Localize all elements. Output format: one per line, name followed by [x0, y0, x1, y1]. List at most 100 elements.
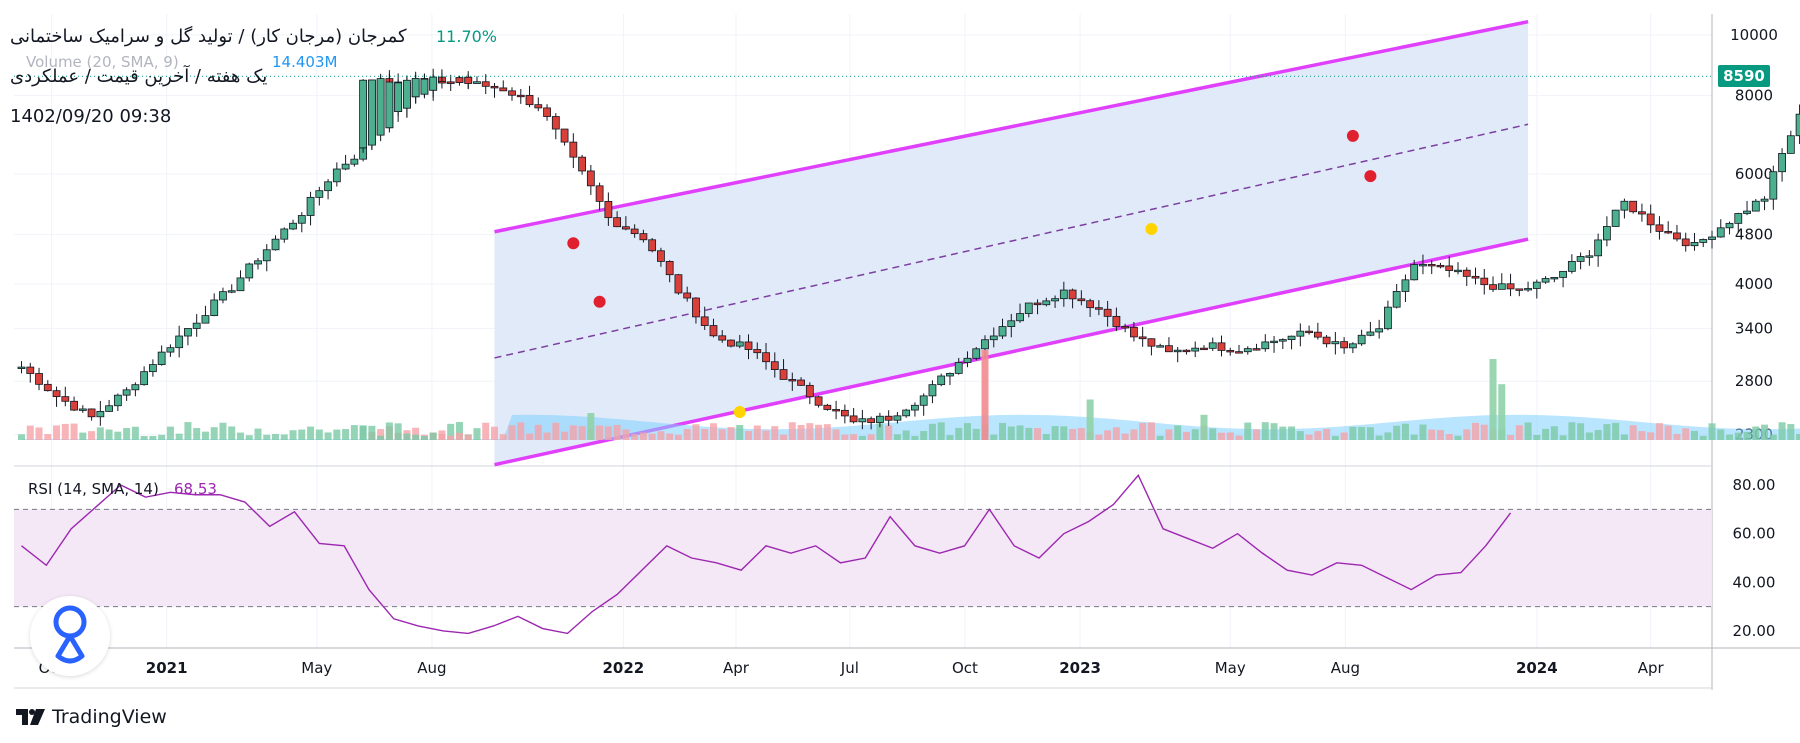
- candle-down: [1200, 347, 1208, 351]
- volume-bar: [1480, 424, 1488, 440]
- volume-bar: [96, 427, 104, 440]
- volume-bar: [1051, 426, 1059, 440]
- volume-bar: [1182, 431, 1190, 440]
- volume-bar: [1778, 422, 1786, 440]
- candle-down: [1655, 224, 1664, 232]
- volume-bar: [885, 425, 893, 440]
- volume-spike: [587, 413, 595, 440]
- volume-bar: [219, 422, 227, 440]
- volume-bar: [508, 425, 516, 440]
- candle-up: [280, 228, 289, 240]
- candle-up: [1585, 255, 1594, 258]
- candle-up: [1392, 291, 1401, 308]
- volume-bar: [1673, 433, 1681, 440]
- candle-down: [709, 325, 718, 337]
- volume-bar: [1288, 426, 1296, 440]
- candle-up: [385, 81, 394, 129]
- volume-spike: [1489, 359, 1497, 440]
- rsi-tick-label: 60.00: [1733, 525, 1776, 543]
- candle-down: [770, 361, 779, 370]
- volume-bar: [1594, 430, 1602, 440]
- candle-up: [1559, 270, 1567, 278]
- change-percent: 11.70%: [436, 27, 498, 46]
- candle-down: [61, 396, 70, 402]
- candle-down: [779, 369, 788, 380]
- volume-bar: [780, 434, 788, 440]
- candle-up: [113, 394, 122, 407]
- volume-bar: [867, 434, 875, 440]
- volume-bar: [1515, 425, 1523, 440]
- candle-up: [1331, 341, 1340, 345]
- candle-up: [1795, 113, 1800, 137]
- volume-bar: [1174, 425, 1182, 440]
- candle-up: [919, 395, 928, 406]
- volume-bar: [526, 433, 534, 440]
- volume-bar: [639, 432, 647, 440]
- volume-bar: [377, 435, 385, 440]
- candle-up: [1348, 343, 1357, 349]
- candle-up: [1524, 288, 1532, 291]
- tradingview-icon: [16, 709, 45, 725]
- candle-down: [1182, 349, 1191, 353]
- candle-down: [683, 292, 692, 299]
- candle-up: [394, 82, 403, 112]
- candle-up: [17, 366, 26, 369]
- volume-bar: [18, 434, 26, 440]
- time-tick-label: Aug: [417, 659, 446, 677]
- volume-bar: [1796, 433, 1800, 440]
- candle-up: [946, 372, 954, 377]
- volume-bar: [412, 434, 420, 440]
- volume-bar: [1069, 428, 1077, 440]
- time-tick-label: Apr: [1638, 659, 1665, 677]
- candle-down: [464, 76, 473, 84]
- candle-up: [96, 410, 105, 418]
- rsi-legend[interactable]: RSI (14, SMA, 14): [28, 480, 159, 498]
- candle-up: [175, 335, 184, 349]
- volume-bar: [937, 422, 945, 440]
- volume-bar: [131, 426, 139, 440]
- candle-up: [928, 384, 937, 397]
- volume-bar: [123, 428, 131, 440]
- volume-bar: [920, 431, 928, 440]
- volume-bar: [53, 425, 61, 440]
- brand-logo[interactable]: TradingView: [16, 706, 167, 728]
- pin-badge[interactable]: [30, 596, 110, 676]
- volume-bar: [499, 434, 507, 440]
- candle-down: [648, 239, 657, 252]
- candle-up: [1024, 302, 1033, 314]
- time-tick-label: 2021: [146, 659, 188, 677]
- event-marker: [593, 295, 606, 308]
- candle-down: [560, 128, 569, 143]
- volume-bar: [263, 434, 271, 440]
- candle-down: [508, 90, 516, 96]
- volume-bar: [1007, 426, 1015, 440]
- volume-spike: [981, 350, 989, 440]
- volume-bar: [1121, 433, 1129, 440]
- candle-down: [613, 217, 622, 228]
- candle-down: [849, 415, 858, 423]
- volume-bar: [709, 423, 717, 440]
- volume-bar: [1305, 434, 1313, 440]
- time-tick-label: Oct: [952, 659, 978, 677]
- candle-up: [306, 196, 315, 216]
- volume-bar: [394, 423, 402, 440]
- volume-bar: [455, 422, 463, 440]
- volume-bar: [1235, 435, 1243, 440]
- candle-down: [1673, 232, 1681, 240]
- volume-bar: [1253, 429, 1261, 440]
- volume-bar: [806, 423, 814, 440]
- volume-bar: [44, 434, 52, 440]
- volume-bar: [1226, 432, 1234, 440]
- symbol-title: کمرجان (مرجان کار) / تولید گل و سرامیک س…: [10, 26, 407, 47]
- candle-down: [1130, 326, 1138, 338]
- event-marker: [1145, 222, 1158, 235]
- volume-bar: [876, 423, 884, 440]
- volume-bar: [797, 424, 805, 440]
- volume-bar: [473, 428, 481, 440]
- candle-down: [26, 366, 35, 374]
- volume-bar: [596, 425, 604, 440]
- candle-down: [692, 297, 700, 318]
- volume-bar: [893, 434, 901, 440]
- volume-legend[interactable]: Volume (20, SMA, 9): [26, 53, 179, 71]
